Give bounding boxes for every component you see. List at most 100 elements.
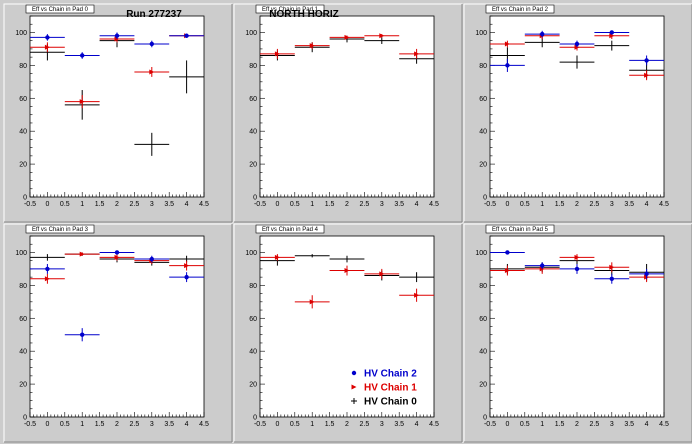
pad-title-box: Eff vs Chain in Pad 1	[255, 4, 325, 14]
data-point	[329, 265, 365, 276]
x-tick-label: 2.5	[360, 421, 370, 428]
data-point	[399, 288, 434, 302]
pad-title: Eff vs Chain in Pad 4	[262, 227, 319, 233]
legend-item: HV Chain 0	[351, 397, 417, 408]
pad-title-frame	[255, 4, 325, 14]
y-axis: 0 20 40 60 80 100	[475, 235, 495, 422]
y-tick-label: 40	[19, 349, 27, 356]
data-point	[169, 60, 204, 94]
data-point	[594, 273, 630, 284]
data-point	[629, 268, 664, 279]
x-axis: -0.5 0 0.5 1 1.5 2 2.5 3 3.5 4 4.5	[24, 412, 209, 428]
arrow-marker	[609, 264, 615, 270]
arrow-marker	[574, 254, 580, 260]
y-tick-label: 100	[15, 30, 27, 37]
data-point	[294, 295, 330, 309]
y-tick-label: 60	[479, 316, 487, 323]
x-tick-label: 3	[380, 201, 384, 208]
data-point	[134, 132, 170, 156]
x-tick-label: 3	[380, 421, 384, 428]
circle-marker	[184, 274, 189, 280]
arrow-marker	[309, 43, 315, 49]
circle-marker	[45, 35, 50, 40]
arrow-marker	[274, 51, 280, 57]
x-tick-label: 0.5	[60, 201, 70, 208]
y-axis: 0 20 40 60 80 100	[475, 15, 495, 202]
x-tick-label: 4	[185, 421, 189, 428]
data-point	[134, 40, 170, 48]
x-tick-label: -0.5	[24, 421, 36, 428]
data-point	[364, 33, 400, 39]
arrow-marker	[79, 99, 85, 105]
data-point	[490, 40, 525, 48]
data-point	[30, 42, 65, 53]
data-point	[260, 254, 295, 261]
data-point	[169, 260, 204, 271]
x-tick-label: 1	[80, 421, 84, 428]
y-tick-label: 60	[479, 96, 487, 103]
data-point	[64, 94, 100, 109]
x-axis: -0.5 0 0.5 1 1.5 2 2.5 3 3.5 4 4.5	[484, 192, 669, 208]
data-point	[99, 254, 135, 261]
y-tick-label: 80	[479, 63, 487, 70]
y-tick-label: 80	[249, 63, 257, 70]
data-point	[559, 40, 595, 48]
legend-arrow-marker	[351, 384, 357, 390]
series-hv-chain-2	[30, 32, 204, 59]
pad-title-frame	[485, 224, 555, 234]
x-tick-label: 4.5	[429, 421, 439, 428]
pad-title-box: Eff vs Chain in Pad 5	[485, 224, 555, 234]
pad-title: Eff vs Chain in Pad 0	[32, 7, 89, 13]
data-point	[99, 250, 135, 255]
x-tick-label: 3.5	[164, 421, 174, 428]
y-axis: 0 20 40 60 80 100	[15, 15, 35, 202]
data-point	[594, 30, 630, 35]
x-tick-label: 2	[575, 421, 579, 428]
legend-label: HV Chain 2	[364, 369, 417, 380]
x-tick-label: 2	[345, 201, 349, 208]
y-tick-label: 80	[19, 63, 27, 70]
pad-title-frame	[25, 4, 95, 14]
legend-label: HV Chain 0	[364, 397, 417, 408]
data-point	[30, 34, 65, 41]
x-tick-label: 2	[345, 421, 349, 428]
data-point	[99, 32, 135, 40]
arrow-marker	[504, 41, 510, 47]
circle-marker	[574, 41, 580, 47]
data-point	[30, 263, 65, 274]
y-tick-label: 80	[19, 283, 27, 290]
data-point	[260, 48, 295, 59]
y-axis: 0 20 40 60 80 100	[245, 15, 265, 202]
arrow-marker	[504, 268, 510, 274]
y-tick-label: 0	[253, 415, 257, 422]
data-point	[490, 58, 525, 72]
x-axis: -0.5 0 0.5 1 1.5 2 2.5 3 3.5 4 4.5	[254, 412, 439, 428]
x-tick-label: -0.5	[484, 201, 496, 208]
y-tick-label: 60	[249, 316, 257, 323]
circle-marker	[609, 276, 614, 281]
legend-label: HV Chain 1	[364, 383, 417, 394]
arrow-marker	[644, 72, 650, 78]
pad-title-frame	[255, 224, 325, 234]
data-point	[629, 55, 664, 66]
arrow-marker	[79, 251, 85, 257]
pad-title-frame	[485, 4, 555, 14]
annotation: Run 277237	[126, 9, 182, 20]
x-tick-label: 3.5	[624, 421, 634, 428]
x-tick-label: 4.5	[199, 421, 209, 428]
x-tick-label: 2	[115, 421, 119, 428]
circle-marker	[80, 332, 85, 337]
x-tick-label: 0.5	[520, 201, 530, 208]
y-tick-label: 40	[479, 349, 487, 356]
circle-marker	[149, 41, 154, 47]
pad-title-frame	[25, 224, 95, 234]
y-tick-label: 80	[479, 283, 487, 290]
x-tick-label: 0	[275, 421, 279, 428]
y-tick-label: 0	[483, 415, 487, 422]
y-tick-label: 40	[479, 129, 487, 136]
y-tick-label: 20	[249, 382, 257, 389]
pad-title-box: Eff vs Chain in Pad 0	[25, 4, 95, 14]
x-tick-label: 0	[275, 201, 279, 208]
